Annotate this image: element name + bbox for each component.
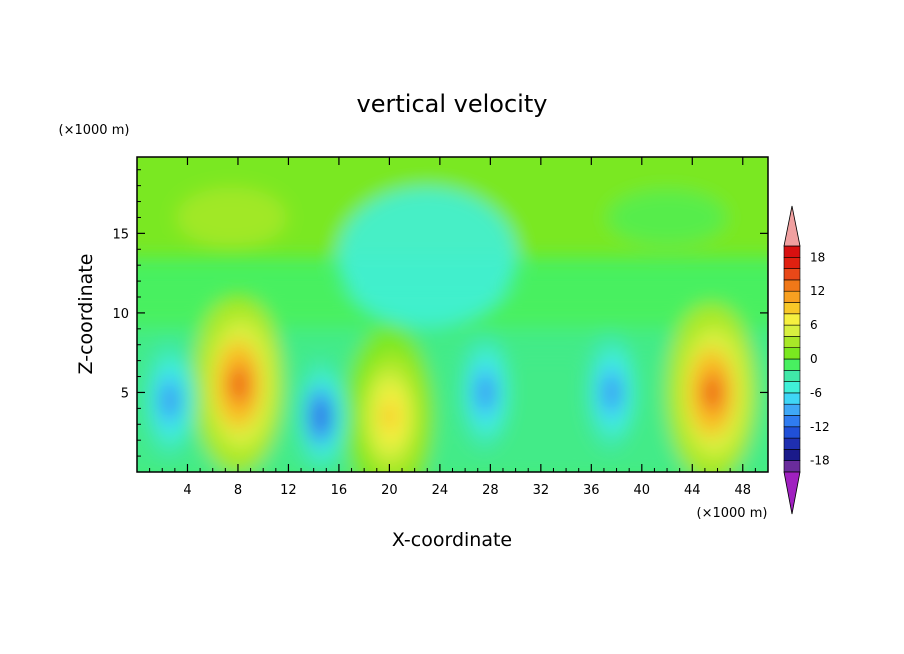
downdraft-contour — [164, 390, 174, 411]
colorbar-segment — [783, 347, 801, 360]
x-tick-label: 24 — [432, 483, 449, 498]
colorbar-segment — [783, 313, 801, 326]
colorbar-segment — [783, 245, 801, 258]
colorbar-segment — [783, 437, 801, 450]
x-axis-label: X-coordinate — [392, 529, 512, 551]
colorbar-segment — [783, 426, 801, 439]
downdraft-contour — [315, 406, 325, 426]
chart-title: vertical velocity — [357, 90, 548, 118]
y-axis: 5 10 15 — [112, 169, 768, 457]
updraft-contour — [703, 378, 719, 407]
colorbar-segment — [783, 256, 801, 269]
x-tick-label: 40 — [634, 483, 651, 498]
updraft-contour — [382, 401, 397, 431]
x-tick-label: 8 — [234, 483, 242, 498]
updraft-contour — [230, 370, 246, 399]
downdraft-contour — [605, 382, 615, 403]
y-tick-label: 5 — [121, 386, 129, 401]
colorbar-segment — [783, 415, 801, 428]
x-tick-label: 48 — [734, 483, 751, 498]
x-tick-label: 44 — [684, 483, 701, 498]
colorbar-segment — [783, 290, 801, 303]
y-axis-label: Z-coordinate — [75, 254, 97, 375]
colorbar-segment — [783, 369, 801, 382]
colorbar-label: 18 — [810, 250, 825, 264]
field-layer — [137, 157, 768, 472]
x-tick-label: 4 — [183, 483, 191, 498]
colorbar-segment — [783, 279, 801, 292]
colorbar-label: 12 — [810, 284, 825, 298]
colorbar-segment — [783, 403, 801, 416]
colorbar-label: -6 — [810, 386, 822, 400]
colorbar-segment — [783, 449, 801, 461]
x-tick-label: 12 — [280, 483, 297, 498]
x-unit-label: (×1000 m) — [697, 506, 768, 521]
x-tick-label: 20 — [381, 483, 398, 498]
colorbar-segment — [783, 358, 801, 371]
colorbar-label: -18 — [810, 454, 830, 468]
colorbar-segment — [783, 324, 801, 337]
colorbar-under-triangle — [783, 471, 801, 515]
y-tick-label: 10 — [112, 307, 129, 322]
colorbar-segment — [783, 392, 801, 405]
plot-area — [136, 156, 769, 473]
x-axis: 4 8 12 16 20 24 28 32 36 40 44 48 — [149, 157, 756, 498]
colorbar-label: 6 — [810, 318, 818, 332]
colorbar-segment — [783, 336, 801, 348]
colorbar-label: 0 — [810, 352, 818, 366]
colorbar: 18 12 6 0 -6 -12 -18 — [783, 205, 830, 515]
colorbar-over-triangle — [783, 205, 801, 247]
y-tick-label: 15 — [112, 227, 129, 242]
downdraft-contour — [479, 382, 489, 403]
x-tick-label: 36 — [583, 483, 600, 498]
colorbar-segment — [783, 302, 801, 315]
colorbar-segment — [783, 460, 801, 473]
x-tick-label: 16 — [331, 483, 348, 498]
x-tick-label: 32 — [533, 483, 550, 498]
colorbar-segment — [783, 268, 801, 281]
x-tick-label: 28 — [482, 483, 499, 498]
y-unit-label: (×1000 m) — [59, 123, 130, 138]
colorbar-label: -12 — [810, 420, 830, 434]
colorbar-segment — [783, 381, 801, 394]
